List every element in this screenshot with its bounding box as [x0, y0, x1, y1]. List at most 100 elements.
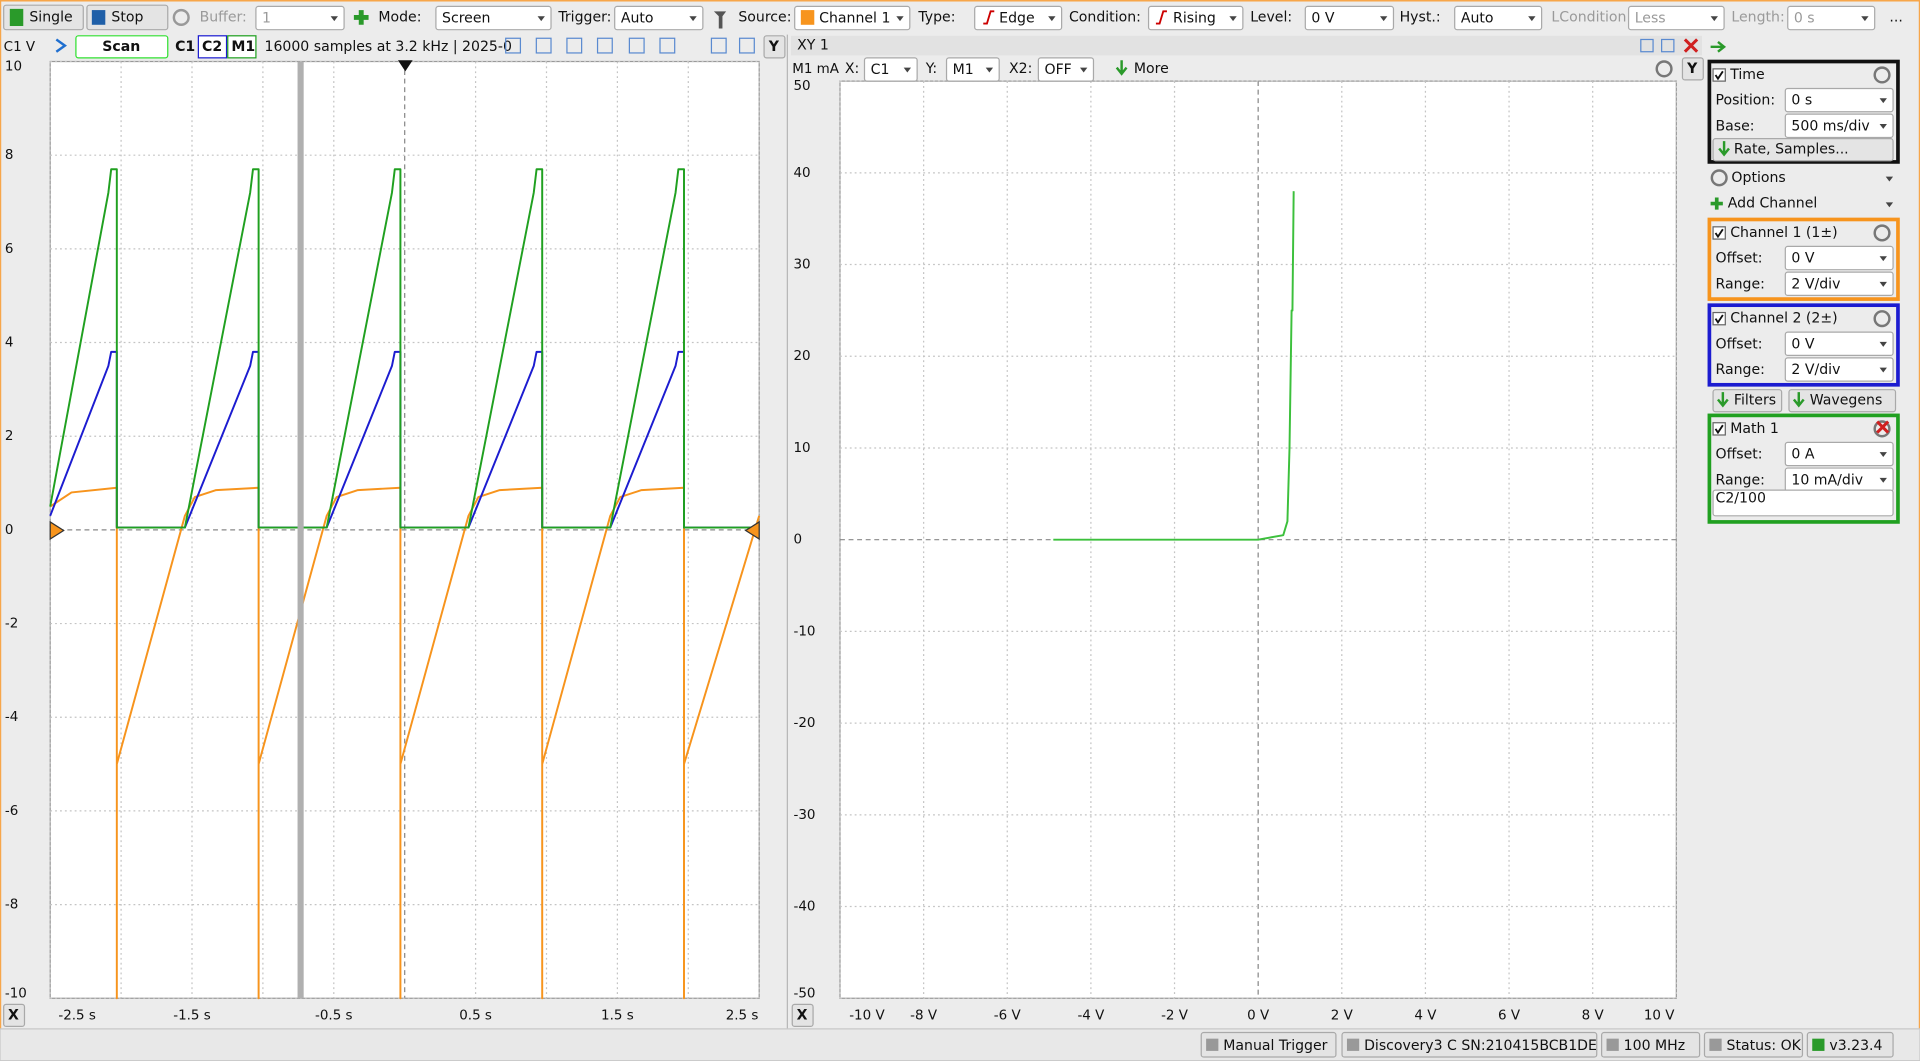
- dropdown[interactable]: [945, 57, 1000, 82]
- group-title: Channel 1 (1±): [1730, 225, 1837, 241]
- overflow-button: ...: [1889, 9, 1902, 25]
- dropdown-value: M1: [953, 62, 974, 78]
- window-icon[interactable]: [1661, 38, 1675, 53]
- settings-icon[interactable]: [1873, 66, 1891, 84]
- x-tick-label: -6 V: [994, 1008, 1022, 1023]
- dropdown[interactable]: [1784, 87, 1894, 113]
- check-mark: [1714, 424, 1724, 435]
- dropdown[interactable]: [1784, 357, 1894, 382]
- button[interactable]: [1788, 389, 1897, 413]
- x-tick-label: 2.5 s: [726, 1008, 759, 1023]
- label: Range:: [1716, 276, 1765, 292]
- tool-icon[interactable]: [710, 37, 727, 54]
- button[interactable]: [1681, 57, 1704, 81]
- button[interactable]: [1712, 138, 1894, 162]
- settings-icon[interactable]: [1873, 224, 1891, 242]
- settings-icon[interactable]: [1873, 420, 1891, 438]
- tool-icon[interactable]: [535, 37, 552, 54]
- dropdown[interactable]: [794, 5, 911, 31]
- legend-box: [227, 35, 257, 59]
- label: Offset:: [1716, 447, 1763, 463]
- dropdown-value: 0 V: [1791, 251, 1814, 267]
- button[interactable]: [3, 1003, 26, 1028]
- dropdown[interactable]: [1454, 5, 1543, 31]
- checkbox[interactable]: [1712, 68, 1726, 82]
- tool-icon[interactable]: [566, 37, 583, 54]
- dropdown[interactable]: [1784, 113, 1894, 139]
- status-icon: [1606, 1038, 1619, 1051]
- legend-entry[interactable]: C1: [175, 39, 195, 55]
- button[interactable]: [3, 4, 84, 31]
- y-tick-label: -8: [5, 898, 18, 913]
- dropdown[interactable]: [1784, 245, 1894, 271]
- x-tick-label: -0.5 s: [315, 1008, 353, 1023]
- tool-icon[interactable]: [505, 37, 522, 54]
- button[interactable]: [763, 35, 786, 59]
- y-tick-label: -20: [793, 716, 815, 731]
- y-tick-label: 40: [793, 166, 810, 181]
- down-arrow: [1718, 141, 1730, 157]
- y-tick-label: -10: [5, 986, 27, 1001]
- dropdown[interactable]: [1037, 57, 1095, 82]
- checkbox[interactable]: [1712, 226, 1726, 240]
- tool-icon[interactable]: [596, 37, 613, 54]
- dropdown[interactable]: [1784, 271, 1894, 297]
- trigger-position-marker: [397, 60, 413, 72]
- dropdown[interactable]: [1784, 331, 1894, 357]
- input[interactable]: [1304, 5, 1395, 31]
- checkbox[interactable]: [1712, 311, 1726, 326]
- group-frame: [1707, 59, 1900, 164]
- button[interactable]: [791, 1003, 814, 1028]
- input[interactable]: [1787, 5, 1876, 31]
- x-tick-label: 4 V: [1414, 1008, 1437, 1023]
- button[interactable]: [86, 4, 169, 31]
- status-icon: [1346, 1038, 1360, 1051]
- label: Offset:: [1716, 336, 1763, 352]
- button-label: Y: [1686, 61, 1698, 77]
- y-tick-label: 6: [5, 242, 14, 257]
- rising-icon: [1155, 10, 1167, 25]
- checkbox[interactable]: [1712, 422, 1726, 436]
- dropdown[interactable]: [435, 5, 552, 31]
- dropdown-value: 2 V/div: [1791, 276, 1840, 292]
- y-axis-label: M1 mA: [792, 62, 840, 77]
- button[interactable]: [1200, 1031, 1337, 1058]
- frame: [75, 35, 169, 59]
- button[interactable]: [1806, 1031, 1894, 1058]
- button[interactable]: [1341, 1031, 1598, 1058]
- x-tick-label: 6 V: [1498, 1008, 1521, 1023]
- y-tick-label: 0: [793, 533, 802, 548]
- window-icon[interactable]: [1640, 38, 1654, 53]
- settings-icon[interactable]: [1873, 310, 1891, 328]
- dropdown-arrow: [1048, 16, 1056, 22]
- tool-icon[interactable]: [659, 37, 676, 54]
- dropdown[interactable]: [614, 5, 704, 31]
- label: Hyst.:: [1400, 9, 1441, 25]
- input-value: 1: [262, 11, 271, 27]
- legend-entry[interactable]: M1: [231, 39, 255, 55]
- x-tick-label: -8 V: [910, 1008, 938, 1023]
- menu-button: Options: [1731, 170, 1785, 186]
- input[interactable]: [1712, 489, 1894, 517]
- button-label: Single: [29, 9, 72, 25]
- status-icon: [1812, 1038, 1825, 1051]
- dropdown[interactable]: [1627, 5, 1725, 31]
- input[interactable]: [255, 5, 345, 31]
- legend-entry[interactable]: C2: [202, 39, 222, 55]
- button[interactable]: [1712, 389, 1783, 413]
- dropdown[interactable]: [1147, 5, 1244, 31]
- dropdown[interactable]: [863, 57, 918, 82]
- status-item: 100 MHz: [1624, 1038, 1685, 1054]
- dropdown-arrow: [903, 67, 912, 73]
- y-tick-label: 10: [5, 59, 22, 74]
- trigger-level-marker: [744, 520, 760, 541]
- settings-icon: [1710, 169, 1728, 187]
- tool-icon[interactable]: [628, 37, 645, 54]
- button[interactable]: [1601, 1031, 1701, 1058]
- button[interactable]: [1703, 1031, 1804, 1058]
- dropdown[interactable]: [1784, 441, 1894, 467]
- x-tick-label: -2 V: [1161, 1008, 1189, 1023]
- tool-icon[interactable]: [738, 37, 755, 54]
- dropdown-arrow: [1528, 16, 1536, 22]
- dropdown[interactable]: [974, 5, 1063, 31]
